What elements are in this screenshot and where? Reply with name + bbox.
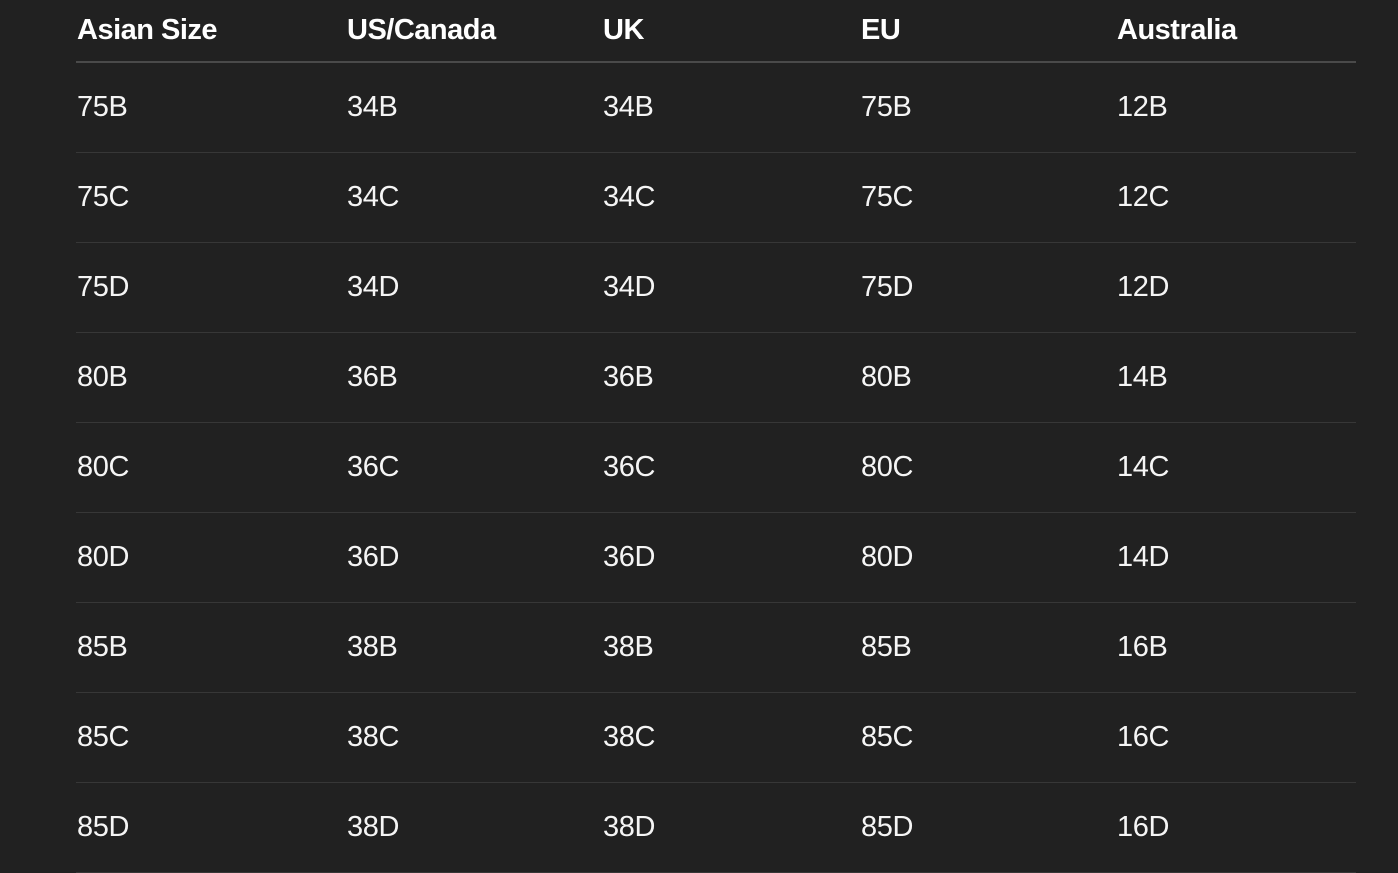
table-cell: 34B xyxy=(346,62,602,153)
table-row: 80C 36C 36C 80C 14C xyxy=(76,422,1356,513)
table-header-row: Asian Size US/Canada UK EU Australia xyxy=(76,0,1356,63)
size-conversion-table: Asian Size US/Canada UK EU Australia 75B… xyxy=(76,0,1356,873)
table-cell: 14D xyxy=(1116,512,1356,603)
table-row: 85B 38B 38B 85B 16B xyxy=(76,602,1356,693)
table-cell: 80D xyxy=(860,512,1116,603)
table-cell: 12C xyxy=(1116,152,1356,243)
table-cell: 38C xyxy=(602,692,860,783)
table-cell: 34C xyxy=(346,152,602,243)
table-cell: 12B xyxy=(1116,62,1356,153)
table-cell: 75B xyxy=(860,62,1116,153)
table-cell: 36C xyxy=(602,422,860,513)
table-cell: 14B xyxy=(1116,332,1356,423)
table-cell: 36B xyxy=(602,332,860,423)
table-cell: 38B xyxy=(602,602,860,693)
table-cell: 38B xyxy=(346,602,602,693)
column-header-us-canada: US/Canada xyxy=(346,0,602,63)
table-row: 75D 34D 34D 75D 12D xyxy=(76,242,1356,333)
table-cell: 75B xyxy=(76,62,346,153)
table-cell: 80C xyxy=(76,422,346,513)
table-cell: 85D xyxy=(76,782,346,873)
table-cell: 34C xyxy=(602,152,860,243)
size-conversion-table-container: Asian Size US/Canada UK EU Australia 75B… xyxy=(76,0,1356,873)
table-cell: 80D xyxy=(76,512,346,603)
column-header-eu: EU xyxy=(860,0,1116,63)
table-row: 80B 36B 36B 80B 14B xyxy=(76,332,1356,423)
table-cell: 85B xyxy=(860,602,1116,693)
table-cell: 85D xyxy=(860,782,1116,873)
table-cell: 80B xyxy=(76,332,346,423)
table-cell: 75D xyxy=(76,242,346,333)
table-row: 75C 34C 34C 75C 12C xyxy=(76,152,1356,243)
table-cell: 80B xyxy=(860,332,1116,423)
table-cell: 85B xyxy=(76,602,346,693)
column-header-australia: Australia xyxy=(1116,0,1356,63)
table-cell: 16B xyxy=(1116,602,1356,693)
table-cell: 36D xyxy=(346,512,602,603)
table-cell: 38D xyxy=(346,782,602,873)
table-cell: 34B xyxy=(602,62,860,153)
table-row: 85D 38D 38D 85D 16D xyxy=(76,782,1356,873)
table-cell: 38D xyxy=(602,782,860,873)
table-cell: 38C xyxy=(346,692,602,783)
column-header-uk: UK xyxy=(602,0,860,63)
table-cell: 85C xyxy=(860,692,1116,783)
table-row: 80D 36D 36D 80D 14D xyxy=(76,512,1356,603)
table-cell: 85C xyxy=(76,692,346,783)
table-cell: 36B xyxy=(346,332,602,423)
table-cell: 75C xyxy=(860,152,1116,243)
table-cell: 36C xyxy=(346,422,602,513)
table-cell: 34D xyxy=(346,242,602,333)
table-cell: 36D xyxy=(602,512,860,603)
table-cell: 16C xyxy=(1116,692,1356,783)
table-row: 85C 38C 38C 85C 16C xyxy=(76,692,1356,783)
table-cell: 75C xyxy=(76,152,346,243)
column-header-asian-size: Asian Size xyxy=(76,0,346,63)
table-cell: 12D xyxy=(1116,242,1356,333)
table-cell: 80C xyxy=(860,422,1116,513)
table-cell: 34D xyxy=(602,242,860,333)
table-cell: 75D xyxy=(860,242,1116,333)
table-row: 75B 34B 34B 75B 12B xyxy=(76,62,1356,153)
table-cell: 14C xyxy=(1116,422,1356,513)
table-cell: 16D xyxy=(1116,782,1356,873)
